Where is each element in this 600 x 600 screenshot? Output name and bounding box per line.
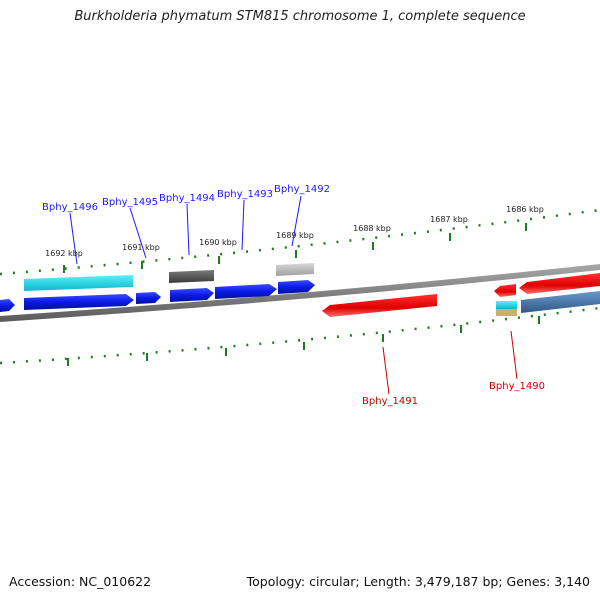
chromosome-backbone — [0, 264, 600, 322]
reverse-leader-lines — [382, 330, 518, 395]
gene-label[interactable]: Bphy_1492 — [274, 184, 330, 195]
accession-text: Accession: NC_010622 — [9, 574, 152, 589]
gene-label[interactable]: Bphy_1494 — [159, 193, 215, 204]
gene-arrow-blue[interactable] — [0, 299, 15, 312]
scale-label: 1689 kbp — [276, 231, 314, 240]
gene-label[interactable]: Bphy_1491 — [362, 396, 418, 407]
reverse-features — [322, 273, 600, 317]
topology-text: Topology: circular; Length: 3,479,187 bp… — [246, 574, 590, 589]
scale-label: 1690 kbp — [199, 238, 237, 247]
gene-arrow-blue[interactable] — [136, 292, 161, 304]
scale-labels: 1692 kbp 1691 kbp 1690 kbp 1689 kbp 1688… — [45, 205, 544, 258]
gene-label[interactable]: Bphy_1490 — [489, 381, 545, 392]
scale-label: 1686 kbp — [506, 205, 544, 214]
scale-label: 1688 kbp — [353, 224, 391, 233]
feature-box-cyan[interactable] — [496, 301, 517, 309]
feature-box-tan[interactable] — [496, 309, 517, 316]
gene-arrow-cyan[interactable] — [24, 275, 133, 291]
scale-label: 1691 kbp — [122, 243, 160, 252]
gene-label[interactable]: Bphy_1495 — [102, 197, 158, 208]
gene-arrow-blue[interactable] — [278, 280, 315, 294]
gene-arrow-dark-gray[interactable] — [169, 270, 214, 283]
forward-leader-lines — [69, 195, 302, 265]
inner-tick-ring — [0, 306, 600, 366]
forward-features-lower — [0, 280, 315, 312]
scale-label: 1687 kbp — [430, 215, 468, 224]
gene-arrow-steel[interactable] — [521, 291, 600, 313]
gene-arrow-blue[interactable] — [215, 284, 277, 299]
gene-arrow-red[interactable] — [519, 273, 600, 294]
gene-label[interactable]: Bphy_1493 — [217, 189, 273, 200]
gene-arrow-red[interactable] — [322, 294, 437, 317]
forward-features-upper — [24, 263, 314, 291]
gene-arrow-light-gray[interactable] — [276, 263, 314, 276]
map-title: Burkholderia phymatum STM815 chromosome … — [74, 9, 526, 24]
gene-arrow-blue[interactable] — [24, 294, 134, 310]
scale-label: 1692 kbp — [45, 249, 83, 258]
outer-tick-ring — [0, 208, 600, 276]
gene-arrow-blue[interactable] — [170, 288, 214, 302]
forward-gene-labels: Bphy_1496 Bphy_1495 Bphy_1494 Bphy_1493 … — [42, 184, 330, 213]
gene-label[interactable]: Bphy_1496 — [42, 202, 98, 213]
reverse-gene-labels: Bphy_1491 Bphy_1490 — [362, 381, 545, 407]
gene-arrow-red[interactable] — [494, 284, 516, 297]
